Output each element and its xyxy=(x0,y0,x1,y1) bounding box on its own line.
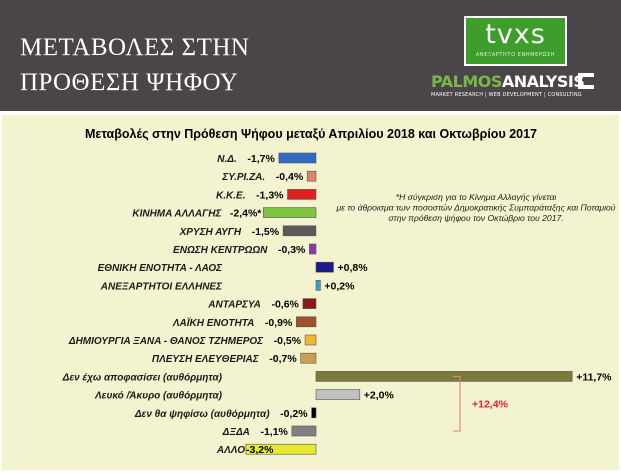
slide-title-line-2: ΠΡΟΘΕΣΗ ΨΗΦΟΥ xyxy=(20,69,239,96)
value-label-4: -2,4%* xyxy=(230,208,262,220)
value-label-9: -0,6% xyxy=(271,299,299,311)
category-label-1: Ν.Δ. xyxy=(217,154,237,165)
category-labels: Ν.Δ. ΣΥ.ΡΙ.ΖΑ. Κ.Κ.Ε. ΚΙΝΗΜΑ ΑΛΛΑΓΗΣ ΧΡΥΣΗ Α… xyxy=(62,154,271,456)
category-label-7: ΕΘΝΙΚΗ ΕΝΟΤΗΤΑ - ΛΑΟΣ xyxy=(98,263,224,274)
undecided-bracket: +12,4% xyxy=(453,375,509,432)
value-label-3: -1,3% xyxy=(256,189,284,201)
slide-title: ΜΕΤΑΒΟΛΕΣ ΣΤΗΝ ΠΡΟΘΕΣΗ ΨΗΦΟΥ xyxy=(20,30,250,100)
category-label-8: ΑΝΕΞΑΡΤΗΤΟΙ ΕΛΛΗΝΕΣ xyxy=(100,281,223,292)
bar-10 xyxy=(295,316,317,328)
value-label-16: -1,1% xyxy=(260,426,288,438)
value-label-15: -0,2% xyxy=(280,408,308,420)
value-labels: -1,7%-0,4% -1,3% -2,4%* -1,5% -0,3% +0,8% +0,2… xyxy=(230,153,612,456)
category-label-10: ΛΑΪΚΗ ΕΝΟΤΗΤΑ xyxy=(172,316,254,329)
palmos-logo-name: PALMOSANALYSIS xyxy=(431,72,585,92)
value-label-12: -0,7% xyxy=(269,353,297,365)
category-label-15: Δεν θα ψηφίσω (αυθόρμητα) xyxy=(134,409,270,420)
category-label-3: Κ.Κ.Ε. xyxy=(216,190,245,201)
bar-17 xyxy=(245,443,317,455)
value-label-2: -0,4% xyxy=(276,171,304,183)
value-label-5: -1,5% xyxy=(252,226,280,238)
bar-4 xyxy=(263,207,317,218)
palmos-logo-name-part-1: PALMOS xyxy=(431,72,502,91)
category-label-12: ΠΛΕΥΣΗ ΕΛΕΥΘΕΡΙΑΣ xyxy=(152,354,260,365)
bar-5 xyxy=(282,225,317,237)
palmos-analysis-logo: PALMOSANALYSIS MARKET RESEARCH | WEB DEV… xyxy=(431,72,601,104)
chart-bars xyxy=(245,152,573,455)
chart-note: *Η σύγκριση για το Κίνημα Αλλαγής γίνετα… xyxy=(335,192,615,223)
bar-7 xyxy=(315,261,334,273)
bar-3 xyxy=(287,189,317,200)
category-label-13: Δεν έχω αποφασίσει (αυθόρμητα) xyxy=(62,372,223,383)
bar-2 xyxy=(306,170,317,182)
category-label-17: ΑΛΛΟ xyxy=(216,445,245,456)
footnote-text: *Η σύγκριση για το Κίνημα Αλλαγής γίνετα… xyxy=(335,192,615,223)
bar-12 xyxy=(300,352,317,364)
value-label-8: +0,2% xyxy=(324,280,355,292)
bar-16 xyxy=(291,425,317,437)
value-label-7: +0,8% xyxy=(338,262,369,274)
bar-9 xyxy=(302,298,317,309)
category-label-11: ΔΗΜΙΟΥΡΓΙΑ ΞΑΝΑ - ΘΑΝΟΣ ΤΖΗΜΕΡΟΣ xyxy=(68,336,264,347)
category-label-9: ΑΝΤΑΡΣΥΑ xyxy=(207,300,261,311)
category-label-4: ΚΙΝΗΜΑ ΑΛΛΑΓΗΣ xyxy=(132,209,222,220)
palmos-logo-tagline: MARKET RESEARCH | WEB DEVELOPMENT | CONS… xyxy=(431,92,582,98)
value-label-6: -0,3% xyxy=(278,244,306,256)
category-label-16: ΔΞΔΑ xyxy=(222,427,250,438)
value-label-10: -0,9% xyxy=(265,317,293,329)
bracket-total-label: +12,4% xyxy=(472,399,509,411)
tvxs-logo-text: tvxs xyxy=(485,19,546,50)
bar-6 xyxy=(309,243,317,255)
value-label-17: -3,2% xyxy=(246,444,274,456)
slide-title-line-1: ΜΕΤΑΒΟΛΕΣ ΣΤΗΝ xyxy=(20,34,250,61)
bar-1 xyxy=(278,152,317,164)
bracket-line xyxy=(453,375,461,432)
value-label-14: +2,0% xyxy=(364,390,395,402)
value-label-11: -0,5% xyxy=(274,335,302,347)
category-label-2: ΣΥ.ΡΙ.ΖΑ. xyxy=(221,172,265,183)
palmos-logo-icon xyxy=(578,73,594,89)
tvxs-logo: tvxs ΑΝΕΞΑΡΤΗΤΟ ΕΝΗΜΕΡΩΣΗ xyxy=(464,16,567,66)
value-label-13: +11,7% xyxy=(576,371,612,383)
category-label-5: ΧΡΥΣΗ ΑΥΓΗ xyxy=(179,227,242,238)
palmos-logo-name-part-2: ANALYSIS xyxy=(501,72,585,91)
tvxs-logo-tagline: ΑΝΕΞΑΡΤΗΤΟ ΕΝΗΜΕΡΩΣΗ xyxy=(475,52,556,58)
slide-header: ΜΕΤΑΒΟΛΕΣ ΣΤΗΝ ΠΡΟΘΕΣΗ ΨΗΦΟΥ tvxs ΑΝΕΞΑΡ… xyxy=(0,0,621,111)
chart-title: Μεταβολές στην Πρόθεση Ψήφου μεταξύ Απρι… xyxy=(85,127,537,141)
bar-8 xyxy=(315,280,321,291)
category-label-6: ΕΝΩΣΗ ΚΕΝΤΡΩΩΝ xyxy=(173,245,268,256)
value-label-1: -1,7% xyxy=(247,153,275,165)
bar-13 xyxy=(315,371,573,382)
bar-14 xyxy=(315,389,361,400)
bar-11 xyxy=(304,334,317,346)
category-label-14: Λευκό /Άκυρο (αυθόρμητα) xyxy=(94,391,223,402)
bar-15 xyxy=(311,407,317,419)
